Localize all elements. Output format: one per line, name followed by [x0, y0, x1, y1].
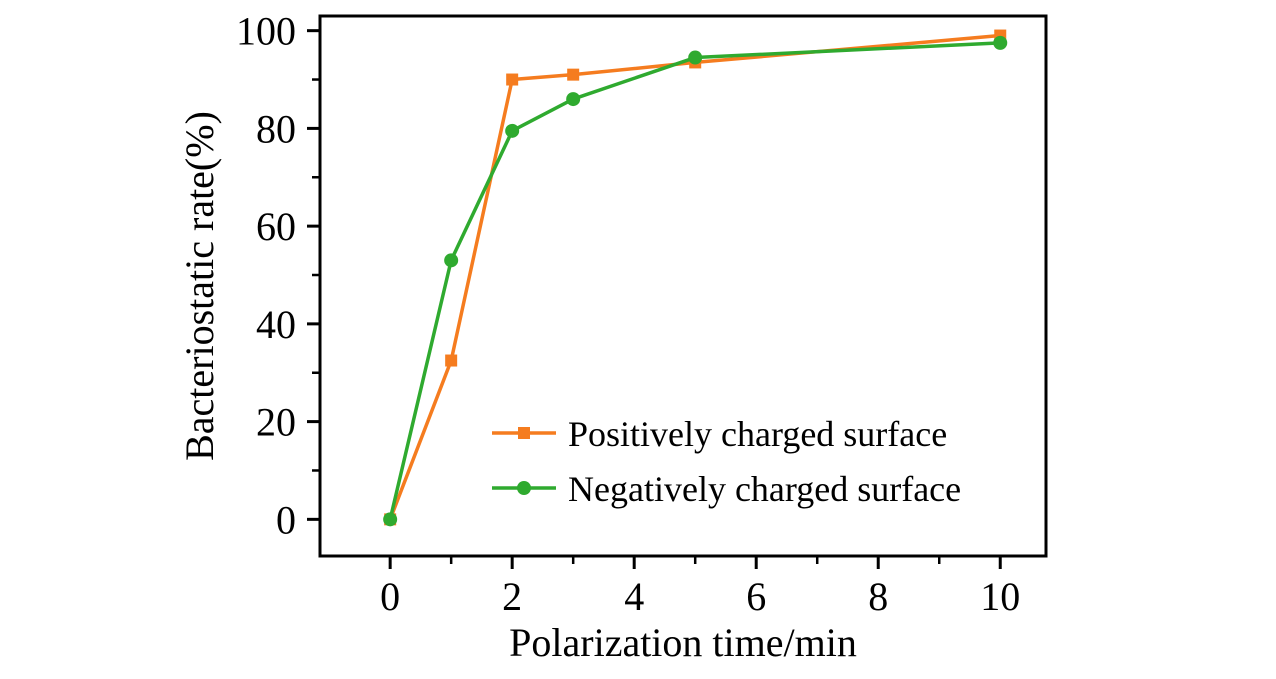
- series-marker-circle: [566, 92, 581, 107]
- x-tick-label: 2: [502, 574, 522, 619]
- x-tick-label: 4: [624, 574, 644, 619]
- legend-item: Positively charged surface: [492, 414, 947, 454]
- y-tick-label: 20: [256, 400, 296, 445]
- series-marker-square: [506, 73, 519, 86]
- x-tick-label: 8: [868, 574, 888, 619]
- series-marker-circle: [505, 123, 520, 138]
- y-axis-title: Bacteriostatic rate(%): [177, 111, 222, 461]
- x-axis-title: Polarization time/min: [509, 620, 857, 665]
- series-marker-circle: [993, 35, 1008, 50]
- y-tick-label: 100: [236, 9, 296, 54]
- series-marker-square: [518, 427, 530, 439]
- legend-label: Negatively charged surface: [568, 469, 961, 509]
- legend-item: Negatively charged surface: [492, 469, 961, 509]
- y-tick-label: 80: [256, 106, 296, 151]
- y-tick-label: 40: [256, 302, 296, 347]
- series-marker-square: [567, 68, 580, 81]
- series-marker-circle: [688, 50, 703, 65]
- plot-frame: [318, 14, 1048, 558]
- series-marker-circle: [517, 481, 531, 495]
- series-marker-square: [445, 354, 458, 367]
- legend: Positively charged surface Negatively cha…: [492, 414, 961, 509]
- series-marker-circle: [383, 512, 398, 527]
- series-marker-circle: [444, 253, 459, 268]
- x-tick-label: 6: [746, 574, 766, 619]
- series-group: [383, 29, 1008, 527]
- x-tick-label: 0: [380, 574, 400, 619]
- y-tick-label: 60: [256, 204, 296, 249]
- series-line: [388, 33, 1001, 520]
- x-tick-label: 10: [980, 574, 1020, 619]
- legend-label: Positively charged surface: [568, 414, 947, 454]
- y-tick-label: 0: [276, 497, 296, 542]
- series-line: [388, 41, 1001, 520]
